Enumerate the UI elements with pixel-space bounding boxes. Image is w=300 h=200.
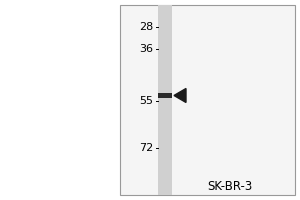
Text: 28: 28 [139,22,153,32]
Text: SK-BR-3: SK-BR-3 [207,180,253,192]
Text: 72: 72 [139,143,153,153]
Text: 36: 36 [139,44,153,54]
Polygon shape [174,88,186,102]
Bar [120,5,295,195]
Text: 55: 55 [139,96,153,106]
Bar [158,93,172,98]
Bar [158,5,172,195]
